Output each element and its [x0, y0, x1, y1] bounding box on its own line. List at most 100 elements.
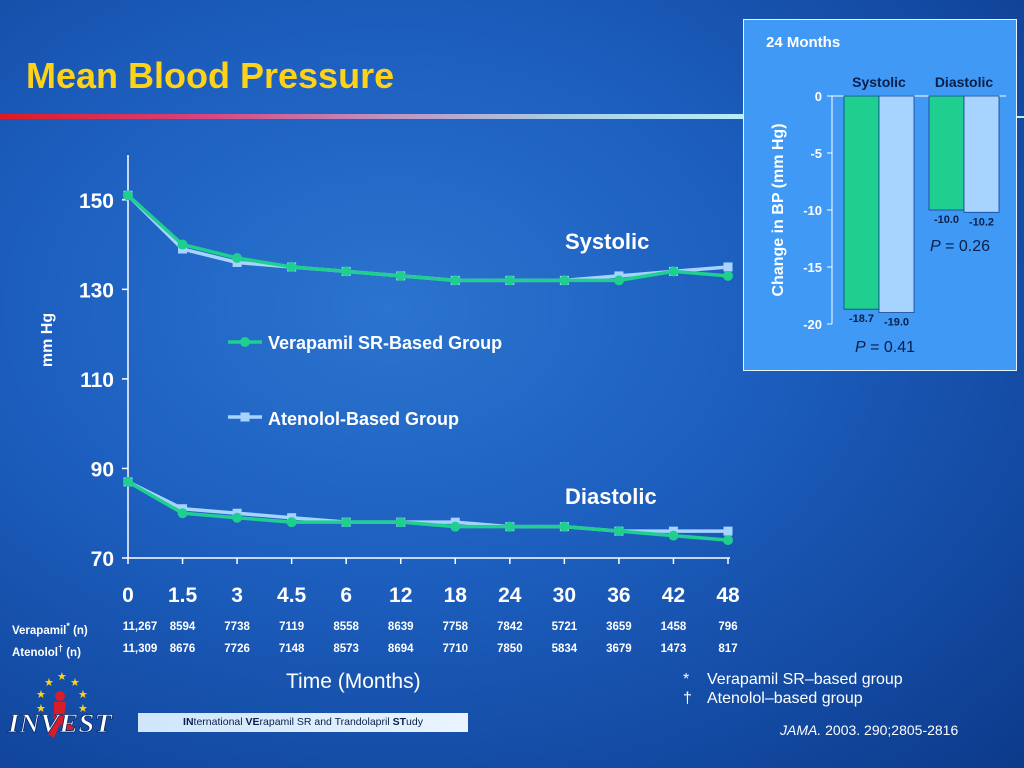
data-point	[613, 526, 624, 537]
atenolol-count-value: 7726	[224, 643, 250, 655]
inset-y-axis-title: Change in BP (mm Hg)	[770, 123, 787, 296]
inset-p-value: P = 0.41	[855, 339, 915, 356]
x-axis-title: Time (Months)	[286, 670, 421, 693]
data-point	[177, 239, 188, 250]
inset-24-month-panel: 24 Months 0 -5 -10 -15 -20 Change in BP (mm Hg…	[743, 19, 1017, 371]
verapamil-count-value: 7119	[279, 621, 305, 633]
x-tick-label: 24	[498, 584, 522, 607]
atenolol-count-value: 8573	[333, 643, 359, 655]
inset-title: 24 Months	[766, 34, 840, 51]
data-point	[723, 535, 733, 546]
atenolol-count-label: Atenolol† (n)	[12, 643, 81, 659]
logo-figure	[48, 702, 74, 738]
inset-y-tick-label: -15	[803, 260, 822, 275]
svg-text:★: ★	[44, 676, 54, 689]
verapamil-count-value: 796	[718, 621, 738, 633]
data-point	[723, 270, 733, 281]
title-divider	[0, 114, 760, 119]
page-title: Mean Blood Pressure	[26, 55, 395, 96]
chart-legend: Verapamil SR-Based Group Atenolol-Based G…	[228, 333, 502, 429]
logo-text: INVEST	[7, 709, 113, 738]
atenolol-count-value: 7148	[278, 643, 305, 655]
verapamil-count-value: 8639	[387, 621, 414, 633]
atenolol-count-value: 817	[718, 643, 738, 655]
verapamil-count-value: 3659	[606, 621, 632, 633]
data-point	[123, 476, 133, 487]
data-point	[232, 512, 243, 523]
x-tick-label: 48	[716, 584, 740, 607]
series-line	[126, 194, 729, 283]
data-point	[668, 266, 679, 277]
footnotes: * Verapamil SR–based group † Atenolol–base…	[683, 670, 903, 708]
inset-category-label: Systolic	[852, 74, 906, 90]
data-point	[232, 252, 243, 263]
svg-text:★: ★	[78, 688, 88, 701]
inset-bar	[878, 95, 915, 314]
x-tick-label: 6	[340, 584, 352, 607]
legend-atenolol-marker	[240, 412, 250, 422]
verapamil-count-value: 8594	[169, 621, 196, 633]
inset-y-tick-label: -10	[803, 203, 822, 218]
diastolic-annotation: Diastolic	[565, 484, 657, 509]
x-tick-label: 36	[607, 584, 630, 607]
y-tick-label: 130	[79, 279, 114, 302]
logo-stars: ★ ★ ★ ★ ★ ★ ★	[36, 670, 88, 715]
atenolol-count-value: 8676	[169, 643, 196, 655]
x-tick-label: 42	[662, 584, 685, 607]
verapamil-count-value: 7758	[442, 621, 469, 633]
x-tick-label: 0	[122, 584, 134, 607]
svg-text:★: ★	[36, 702, 46, 715]
data-point	[286, 261, 297, 272]
verapamil-count-value: 7842	[497, 621, 523, 633]
svg-text:★: ★	[70, 676, 80, 689]
data-point	[613, 275, 624, 286]
svg-text:★: ★	[78, 702, 88, 715]
data-point	[723, 262, 733, 272]
inset-p-value: P = 0.26	[930, 238, 990, 255]
x-tick-label: 18	[444, 584, 468, 607]
y-tick-label: 110	[80, 369, 114, 392]
data-point	[559, 275, 570, 286]
inset-bar	[928, 95, 965, 211]
inset-bar	[963, 95, 1000, 213]
inset-bar-label: -19.0	[884, 317, 909, 329]
change-in-bp-bar-chart: 24 Months 0 -5 -10 -15 -20 Change in BP (mm Hg…	[766, 34, 1006, 356]
svg-text:★: ★	[57, 670, 67, 683]
verapamil-diastolic-series	[123, 476, 733, 546]
data-point	[559, 521, 570, 532]
systolic-annotation: Systolic	[565, 229, 649, 254]
x-tick-label: 4.5	[277, 584, 307, 607]
verapamil-count-value: 1458	[660, 621, 687, 633]
atenolol-count-value: 5834	[551, 643, 578, 655]
verapamil-count-value: 5721	[551, 621, 578, 633]
x-tick-label: 1.5	[168, 584, 198, 607]
atenolol-count-value: 11,309	[122, 643, 158, 655]
data-point	[450, 521, 461, 532]
data-point	[450, 275, 461, 286]
verapamil-count-value: 11,267	[122, 621, 158, 633]
inset-bar-label: -18.7	[849, 313, 874, 325]
atenolol-count-value: 7710	[442, 643, 469, 655]
x-tick-label: 12	[389, 584, 412, 607]
x-tick-label: 3	[231, 584, 243, 607]
inset-y-tick-label: 0	[815, 89, 822, 104]
data-point	[123, 190, 133, 201]
data-point	[341, 517, 352, 528]
inset-bar-label: -10.2	[969, 216, 994, 228]
x-tick-label: 30	[553, 584, 576, 607]
inset-y-tick-label: -5	[810, 146, 822, 161]
data-point	[723, 526, 733, 536]
verapamil-count-value: 7738	[224, 621, 250, 633]
series-line	[127, 480, 729, 542]
svg-text:★: ★	[36, 688, 46, 701]
legend-verapamil-marker	[240, 337, 250, 347]
data-point	[504, 521, 515, 532]
study-name-banner: INternational VErapamil SR and Trandolap…	[138, 713, 468, 732]
invest-logo: ★ ★ ★ ★ ★ ★ ★ INVEST	[6, 670, 113, 738]
citation: JAMA. 2003. 290;2805-2816	[780, 722, 959, 738]
verapamil-count-label: Verapamil* (n)	[12, 621, 88, 637]
footnote-atenolol: † Atenolol–based group	[683, 690, 863, 707]
inset-y-tick-label: -20	[803, 317, 822, 332]
data-point	[341, 266, 352, 277]
data-point	[395, 517, 406, 528]
